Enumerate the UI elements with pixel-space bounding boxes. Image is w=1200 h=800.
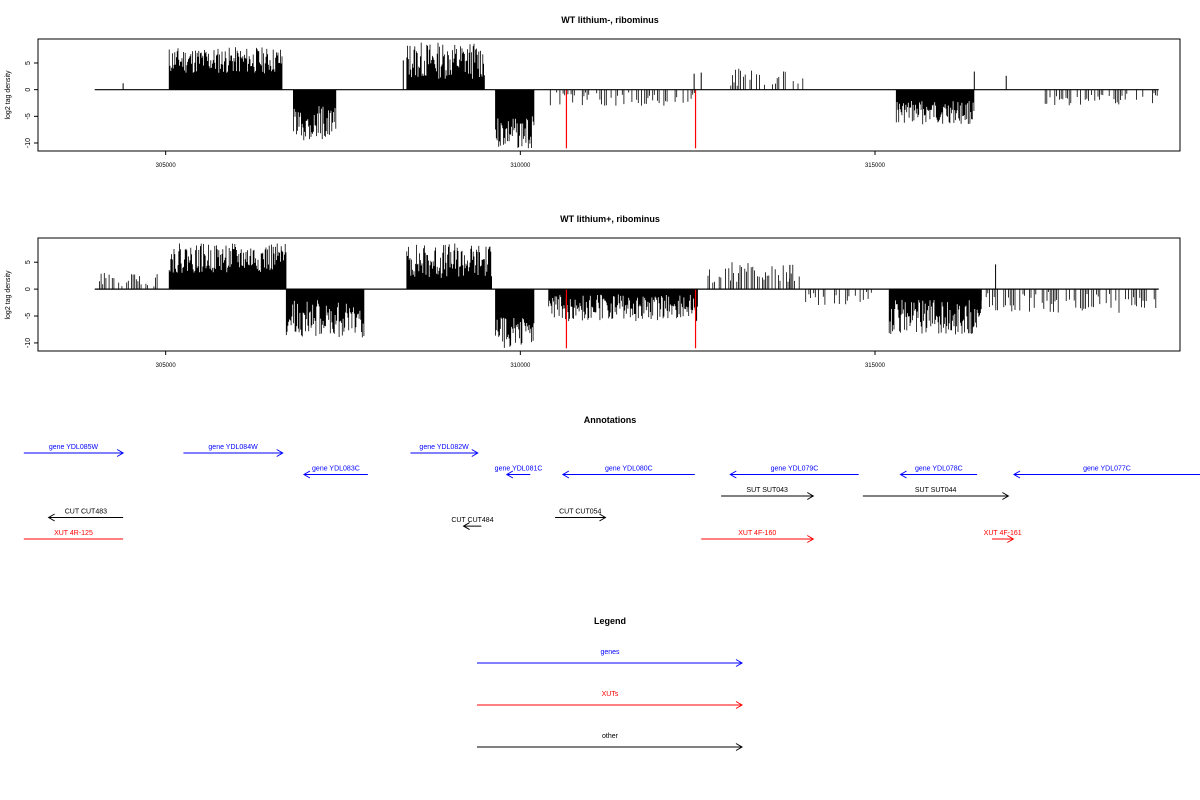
other-feature-arrowhead [462,522,470,531]
xut-arrowhead [1007,535,1015,543]
x-tick-label: 310000 [510,363,531,369]
legend-label: genes [600,649,620,656]
x-tick-label: 310000 [510,163,531,169]
xut-feature: XUT 4F-161 [984,530,1022,543]
legend-label: XUTs [602,691,619,698]
y-tick-label: -10 [25,138,32,148]
y-tick-label: 5 [25,61,32,65]
legend-item: XUTs [477,691,743,709]
chart-title: WT lithium-, ribominus [561,15,659,25]
gene-arrowhead [899,470,907,479]
gene-feature: gene YDL084W [183,444,284,457]
other-feature-feature: CUT CUT484 [451,517,494,531]
gene-label: gene YDL080C [605,466,653,473]
other-feature-arrowhead [1002,492,1010,500]
legend-label: other [602,733,619,740]
other-feature-feature: SUT SUT043 [721,487,815,500]
gene-feature: gene YDL083C [303,466,368,479]
gene-label: gene YDL084W [208,444,258,451]
legend-item: other [477,733,743,751]
legend-arrowhead [735,659,743,667]
coverage-bars [94,243,1159,349]
y-axis-label: log2 tag density [5,270,12,320]
coverage-bars [94,42,1159,149]
gene-arrowhead [1013,470,1021,479]
annotation-features: gene YDL085W gene YDL084W gene YDL083C gene… [23,444,1200,543]
plot-frame [37,237,1181,352]
gene-label: gene YDL079C [771,466,819,473]
gene-label: gene YDL082W [419,444,469,451]
legend-item: genes [477,649,743,667]
gene-arrowhead [505,470,514,479]
x-axis: 305000 310000 315000 [156,151,886,169]
gene-feature: gene YDL081C [495,466,543,479]
gene-arrowhead [471,449,479,457]
plot-frame [37,38,1181,152]
other-feature-feature: CUT CUT483 [47,509,124,522]
gene-label: gene YDL081C [495,466,543,473]
chart-panel-lithium-minus: WT lithium-, ribominus log2 tag density … [5,15,1181,169]
other-feature-label: CUT CUT054 [559,509,601,516]
gene-arrowhead [303,470,311,479]
legend-title: Legend [594,616,626,626]
chart-panel-lithium-plus: WT lithium+, ribominus log2 tag density … [5,214,1181,369]
y-tick-label: -5 [25,313,32,319]
gene-feature: gene YDL079C [729,466,859,479]
coverage-bar-series [99,243,1157,348]
gene-arrowhead [276,449,284,457]
xut-arrowhead [807,535,815,543]
y-tick-label: -10 [25,338,32,348]
other-feature-feature: SUT SUT044 [862,487,1010,500]
annotations-panel: Annotations gene YDL085W gene YDL084Wgene… [23,415,1200,543]
xut-label: XUT 4R-125 [54,530,93,537]
y-axis: -10 -5 0 5 [25,260,38,348]
gene-label: gene YDL083C [312,466,360,473]
x-tick-label: 305000 [156,363,177,369]
gene-label: gene YDL078C [915,466,963,473]
xut-feature: XUT 4R-125 [23,530,124,540]
y-tick-label: 0 [25,88,32,92]
xut-label: XUT 4F-161 [984,530,1022,537]
x-tick-label: 315000 [865,163,886,169]
gene-arrowhead [116,449,125,457]
chart-title: WT lithium+, ribominus [560,214,660,224]
xut-feature: XUT 4F-160 [701,530,815,543]
x-tick-label: 305000 [156,163,177,169]
other-feature-label: CUT CUT483 [65,509,107,516]
other-feature-label: CUT CUT484 [451,517,493,524]
legend-items: genes XUTs other [477,649,743,751]
gene-arrowhead [729,470,737,479]
gene-feature: gene YDL077C [1013,466,1200,479]
legend-arrowhead [735,701,743,709]
other-feature-arrowhead [599,513,607,522]
y-tick-label: -5 [25,113,32,119]
other-feature-label: SUT SUT044 [915,487,957,494]
gene-arrowhead [561,470,570,479]
y-tick-label: 0 [25,287,32,291]
other-feature-arrowhead [47,513,55,522]
gene-feature: gene YDL082W [410,444,479,457]
coverage-bar-series [168,42,1158,149]
other-feature-arrowhead [807,492,815,500]
legend: Legend genes XUTs other [477,616,743,751]
other-feature-feature: CUT CUT054 [555,509,607,522]
y-tick-label: 5 [25,260,32,264]
annotations-title: Annotations [584,415,637,425]
gene-label: gene YDL077C [1083,466,1131,473]
gene-feature: gene YDL080C [561,466,695,479]
xut-label: XUT 4F-160 [738,530,776,537]
legend-arrowhead [735,743,743,751]
x-axis: 305000 310000 315000 [156,351,886,369]
other-feature-label: SUT SUT043 [746,487,788,494]
x-tick-label: 315000 [865,363,886,369]
gene-feature: gene YDL085W [23,444,125,457]
y-axis: -10 -5 0 5 [25,61,38,148]
y-axis-label: log2 tag density [5,70,12,120]
gene-label: gene YDL085W [49,444,99,451]
gene-feature: gene YDL078C [899,466,978,479]
